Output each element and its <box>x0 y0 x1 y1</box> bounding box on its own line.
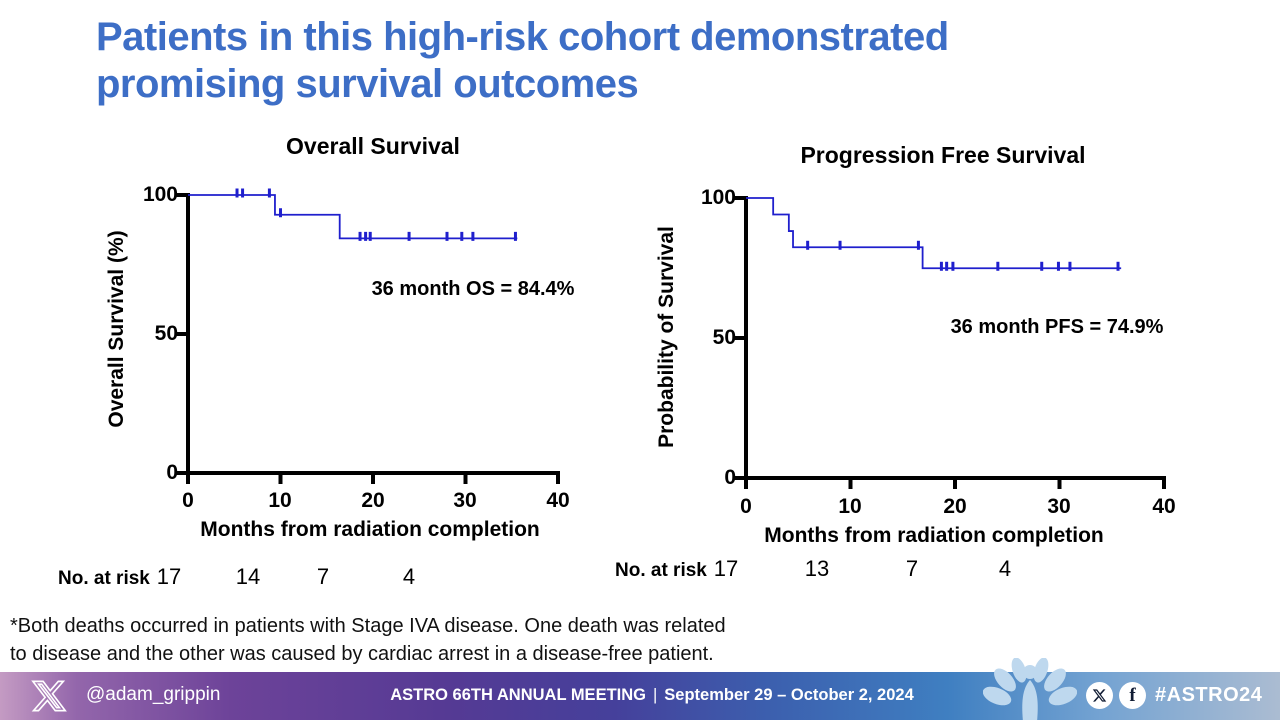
x-glyph-icon <box>1092 689 1107 702</box>
km-curve <box>746 197 1122 270</box>
os-xtick-10: 10 <box>268 489 292 512</box>
os-at-risk-10: 14 <box>235 564 261 589</box>
pfs-ytick-0: 0 <box>724 466 736 489</box>
pfs-at-risk-20: 7 <box>905 556 919 581</box>
pfs-at-risk-0: 17 <box>713 556 739 581</box>
pfs-at-risk-label: No. at risk <box>615 560 707 581</box>
os-x-axis-label: Months from radiation completion <box>200 518 540 541</box>
os-at-risk-0: 17 <box>156 564 182 589</box>
pfs-xtick-30: 30 <box>1047 495 1071 518</box>
x-circle-icon <box>1086 682 1113 709</box>
os-ytick-50: 50 <box>154 322 178 345</box>
footnote-line1: *Both deaths occurred in patients with S… <box>10 615 726 637</box>
pfs-x-axis-label: Months from radiation completion <box>764 524 1104 547</box>
pfs-ytick-100: 100 <box>700 186 736 209</box>
footnote-line2: to disease and the other was caused by c… <box>10 643 714 665</box>
slide-title: Patients in this high-risk cohort demons… <box>96 14 1146 108</box>
meeting-separator: | <box>653 686 658 704</box>
os-ytick-100: 100 <box>142 183 178 206</box>
footer-bar: @adam_grippin ASTRO 66TH ANNUAL MEETING |… <box>0 658 1280 720</box>
pfs-xtick-0: 0 <box>740 495 752 518</box>
footnote: *Both deaths occurred in patients with S… <box>10 612 910 668</box>
pfs-xtick-20: 20 <box>943 495 967 518</box>
x-logo-outline-icon <box>31 680 67 712</box>
os-at-risk-label: No. at risk <box>58 568 150 589</box>
os-xtick-40: 40 <box>546 489 570 512</box>
slide-title-line2: promising survival outcomes <box>96 62 639 106</box>
pfs-y-axis-label: Probability of Survival <box>655 226 678 448</box>
meeting-name: ASTRO 66TH ANNUAL MEETING <box>390 686 646 704</box>
os-at-risk-30: 4 <box>402 564 416 589</box>
pfs-xtick-10: 10 <box>838 495 862 518</box>
astro-flower-logo <box>983 658 1077 720</box>
pfs-ytick-50: 50 <box>712 326 736 349</box>
os-plot-area <box>176 188 560 484</box>
pfs-chart-title: Progression Free Survival <box>800 142 1086 168</box>
os-xtick-30: 30 <box>453 489 477 512</box>
os-chart-title: Overall Survival <box>286 133 460 159</box>
pfs-at-risk-10: 13 <box>804 556 830 581</box>
event-hashtag: #ASTRO24 <box>1155 684 1263 706</box>
pfs-annotation: 36 month PFS = 74.9% <box>950 316 1164 338</box>
meeting-info: ASTRO 66TH ANNUAL MEETING | September 29 –… <box>350 686 954 705</box>
twitter-handle: @adam_grippin <box>86 684 221 705</box>
facebook-circle-icon: f <box>1119 682 1146 709</box>
pfs-plot-area <box>734 196 1166 489</box>
axis-lines <box>186 193 560 475</box>
slide-title-line1: Patients in this high-risk cohort demons… <box>96 15 949 59</box>
os-annotation: 36 month OS = 84.4% <box>371 278 575 300</box>
os-xtick-0: 0 <box>182 489 194 512</box>
meeting-dates: September 29 – October 2, 2024 <box>664 686 914 704</box>
os-ytick-0: 0 <box>166 461 178 484</box>
km-curve <box>188 194 518 240</box>
pfs-xtick-40: 40 <box>1152 495 1176 518</box>
os-y-axis-label: Overall Survival (%) <box>105 230 128 428</box>
facebook-f-glyph: f <box>1129 684 1136 706</box>
os-xtick-20: 20 <box>361 489 385 512</box>
pfs-at-risk-30: 4 <box>998 556 1012 581</box>
os-at-risk-20: 7 <box>316 564 330 589</box>
